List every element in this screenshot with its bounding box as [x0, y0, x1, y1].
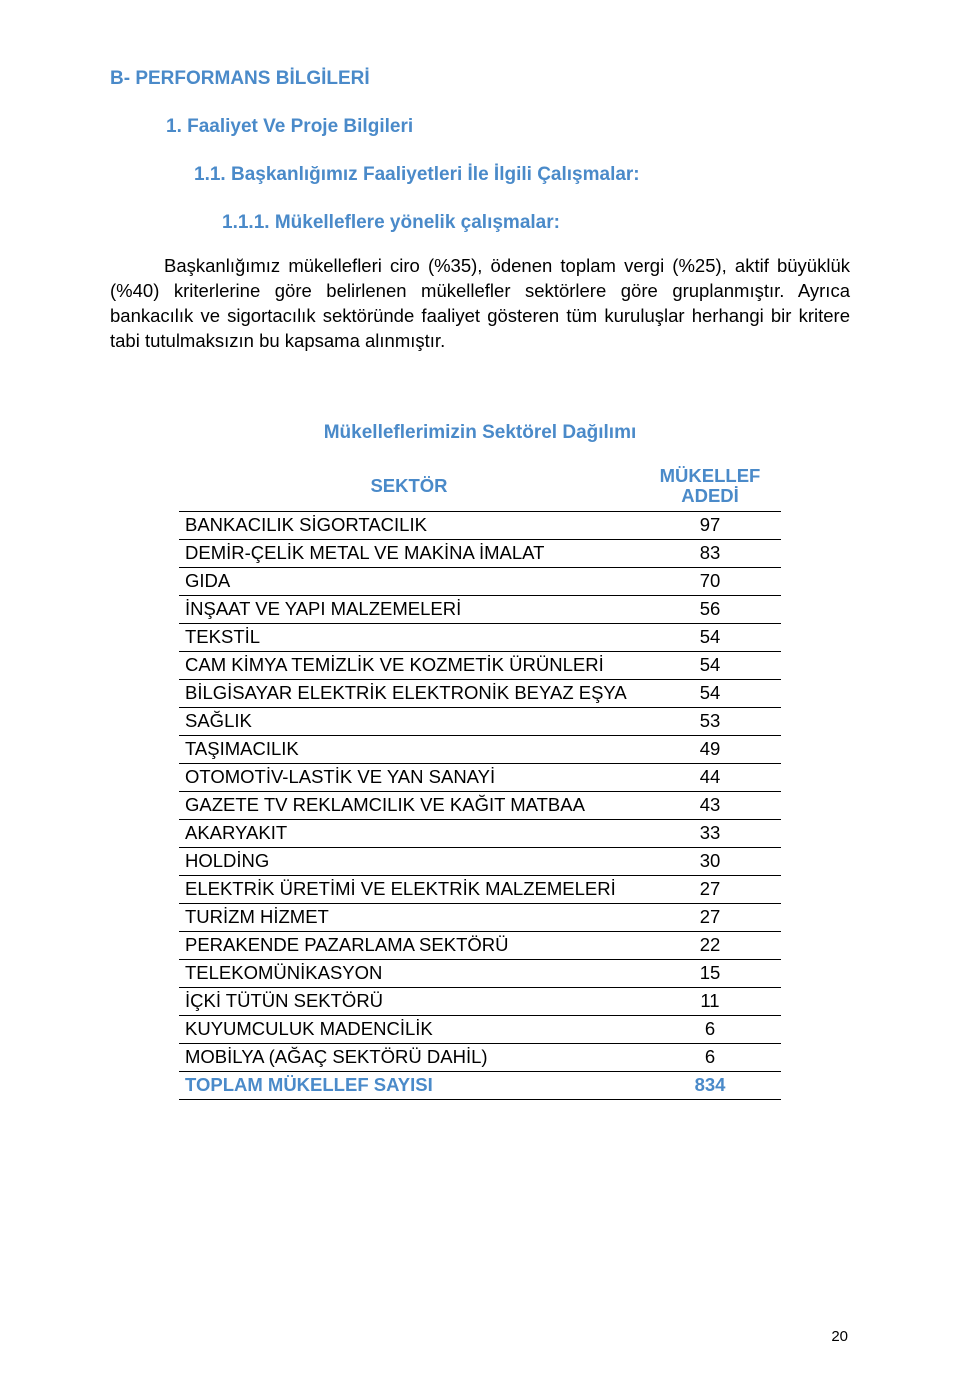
count-cell: 49 [639, 735, 781, 763]
body-paragraph: Başkanlığımız mükellefleri ciro (%35), ö… [110, 254, 850, 354]
heading-sub-3: 1.1.1. Mükelleflere yönelik çalışmalar: [222, 212, 850, 234]
count-cell: 53 [639, 707, 781, 735]
table-title: Mükelleflerimizin Sektörel Dağılımı [110, 422, 850, 444]
table-row: PERAKENDE PAZARLAMA SEKTÖRÜ22 [179, 931, 781, 959]
table-row: DEMİR-ÇELİK METAL VE MAKİNA İMALAT83 [179, 539, 781, 567]
sector-cell: GAZETE TV REKLAMCILIK VE KAĞIT MATBAA [179, 791, 639, 819]
table-row: TEKSTİL54 [179, 623, 781, 651]
count-cell: 83 [639, 539, 781, 567]
count-cell: 6 [639, 1043, 781, 1071]
table-total-row: TOPLAM MÜKELLEF SAYISI834 [179, 1071, 781, 1099]
heading-main: B- PERFORMANS BİLGİLERİ [110, 68, 850, 90]
count-cell: 54 [639, 623, 781, 651]
table-body: BANKACILIK SİGORTACILIK97 DEMİR-ÇELİK ME… [179, 511, 781, 1099]
count-cell: 27 [639, 875, 781, 903]
total-label-cell: TOPLAM MÜKELLEF SAYISI [179, 1071, 639, 1099]
count-cell: 27 [639, 903, 781, 931]
table-row: GAZETE TV REKLAMCILIK VE KAĞIT MATBAA43 [179, 791, 781, 819]
count-cell: 6 [639, 1015, 781, 1043]
table-row: İNŞAAT VE YAPI MALZEMELERİ56 [179, 595, 781, 623]
sector-cell: MOBİLYA (AĞAÇ SEKTÖRÜ DAHİL) [179, 1043, 639, 1071]
sector-cell: İNŞAAT VE YAPI MALZEMELERİ [179, 595, 639, 623]
table-row: GIDA70 [179, 567, 781, 595]
count-cell: 22 [639, 931, 781, 959]
sector-cell: TEKSTİL [179, 623, 639, 651]
sector-distribution-table: SEKTÖR MÜKELLEF ADEDİ BANKACILIK SİGORTA… [179, 462, 781, 1100]
total-count-cell: 834 [639, 1071, 781, 1099]
sector-cell: KUYUMCULUK MADENCİLİK [179, 1015, 639, 1043]
sector-cell: HOLDİNG [179, 847, 639, 875]
page-number: 20 [831, 1328, 848, 1345]
sector-cell: GIDA [179, 567, 639, 595]
count-cell: 44 [639, 763, 781, 791]
table-row: HOLDİNG30 [179, 847, 781, 875]
table-header-sector: SEKTÖR [179, 462, 639, 511]
sector-cell: TURİZM HİZMET [179, 903, 639, 931]
table-row: OTOMOTİV-LASTİK VE YAN SANAYİ44 [179, 763, 781, 791]
table-row: KUYUMCULUK MADENCİLİK6 [179, 1015, 781, 1043]
table-row: BANKACILIK SİGORTACILIK97 [179, 511, 781, 539]
sector-cell: ELEKTRİK ÜRETİMİ VE ELEKTRİK MALZEMELERİ [179, 875, 639, 903]
sector-cell: BİLGİSAYAR ELEKTRİK ELEKTRONİK BEYAZ EŞY… [179, 679, 639, 707]
sector-cell: PERAKENDE PAZARLAMA SEKTÖRÜ [179, 931, 639, 959]
count-cell: 30 [639, 847, 781, 875]
count-cell: 70 [639, 567, 781, 595]
count-cell: 54 [639, 679, 781, 707]
count-cell: 43 [639, 791, 781, 819]
body-text-content: Başkanlığımız mükellefleri ciro (%35), ö… [110, 255, 850, 351]
count-cell: 33 [639, 819, 781, 847]
count-cell: 97 [639, 511, 781, 539]
table-header-count: MÜKELLEF ADEDİ [639, 462, 781, 511]
table-row: SAĞLIK53 [179, 707, 781, 735]
table-header-row: SEKTÖR MÜKELLEF ADEDİ [179, 462, 781, 511]
sector-cell: BANKACILIK SİGORTACILIK [179, 511, 639, 539]
table-row: TURİZM HİZMET27 [179, 903, 781, 931]
sector-cell: DEMİR-ÇELİK METAL VE MAKİNA İMALAT [179, 539, 639, 567]
sector-cell: TELEKOMÜNİKASYON [179, 959, 639, 987]
table-row: ELEKTRİK ÜRETİMİ VE ELEKTRİK MALZEMELERİ… [179, 875, 781, 903]
count-cell: 54 [639, 651, 781, 679]
count-cell: 56 [639, 595, 781, 623]
sector-cell: AKARYAKIT [179, 819, 639, 847]
table-row: TAŞIMACILIK49 [179, 735, 781, 763]
table-row: TELEKOMÜNİKASYON15 [179, 959, 781, 987]
table-row: CAM KİMYA TEMİZLİK VE KOZMETİK ÜRÜNLERİ5… [179, 651, 781, 679]
table-row: BİLGİSAYAR ELEKTRİK ELEKTRONİK BEYAZ EŞY… [179, 679, 781, 707]
table-row: MOBİLYA (AĞAÇ SEKTÖRÜ DAHİL)6 [179, 1043, 781, 1071]
sector-cell: İÇKİ TÜTÜN SEKTÖRÜ [179, 987, 639, 1015]
count-cell: 11 [639, 987, 781, 1015]
heading-sub-2: 1.1. Başkanlığımız Faaliyetleri İle İlgi… [194, 164, 850, 186]
sector-cell: OTOMOTİV-LASTİK VE YAN SANAYİ [179, 763, 639, 791]
table-row: İÇKİ TÜTÜN SEKTÖRÜ11 [179, 987, 781, 1015]
sector-cell: SAĞLIK [179, 707, 639, 735]
heading-sub-1: 1. Faaliyet Ve Proje Bilgileri [166, 116, 850, 138]
sector-cell: CAM KİMYA TEMİZLİK VE KOZMETİK ÜRÜNLERİ [179, 651, 639, 679]
table-row: AKARYAKIT33 [179, 819, 781, 847]
document-page: B- PERFORMANS BİLGİLERİ 1. Faaliyet Ve P… [0, 0, 960, 1140]
sector-cell: TAŞIMACILIK [179, 735, 639, 763]
count-cell: 15 [639, 959, 781, 987]
